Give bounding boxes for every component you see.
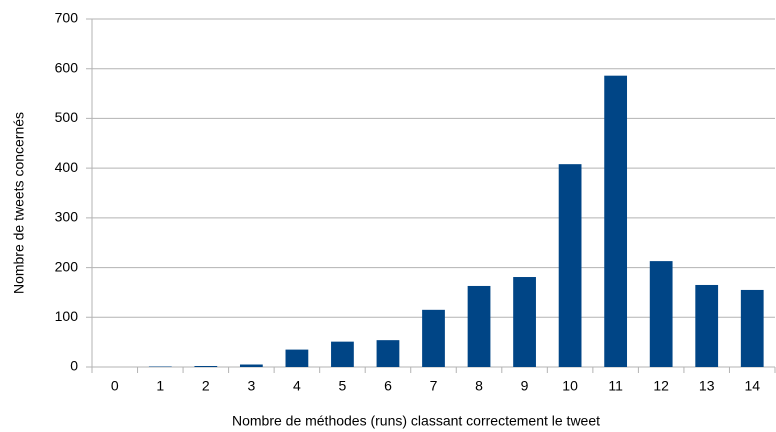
y-tick-label: 600 — [55, 59, 79, 75]
bar — [558, 164, 582, 367]
y-tick-label: 500 — [55, 109, 79, 125]
x-tick-label: 10 — [562, 378, 578, 394]
bar — [239, 364, 263, 367]
x-tick-label: 13 — [699, 378, 715, 394]
x-tick-label: 6 — [384, 378, 392, 394]
y-tick-label: 700 — [55, 10, 79, 26]
y-tick-label: 300 — [55, 209, 79, 225]
x-axis-title: Nombre de méthodes (runs) classant corre… — [232, 413, 600, 429]
y-tick-label: 200 — [55, 258, 79, 274]
bar — [331, 341, 354, 367]
bar — [604, 75, 628, 367]
bar — [422, 309, 445, 367]
bar — [376, 340, 400, 367]
bar — [285, 349, 309, 367]
x-tick-label: 5 — [339, 378, 347, 394]
bar — [194, 366, 218, 367]
y-tick-label: 400 — [55, 159, 79, 175]
bar — [649, 261, 673, 367]
x-tick-label: 11 — [608, 378, 623, 394]
y-tick-label: 100 — [55, 308, 79, 324]
x-tick-label: 4 — [293, 378, 301, 394]
bar — [513, 277, 536, 367]
x-tick-label: 2 — [202, 378, 210, 394]
x-tick-label: 3 — [247, 378, 255, 394]
bar — [695, 284, 719, 367]
x-tick-label: 12 — [653, 378, 669, 394]
y-tick-label: 0 — [70, 358, 78, 374]
bar — [740, 289, 764, 367]
x-tick-label: 8 — [475, 378, 483, 394]
bar — [467, 285, 491, 367]
x-tick-label: 7 — [430, 378, 438, 394]
x-tick-label: 9 — [521, 378, 529, 394]
y-axis-title: Nombre de tweets concernés — [11, 112, 27, 294]
x-tick-label: 0 — [111, 378, 119, 394]
x-tick-label: 1 — [156, 378, 164, 394]
x-tick-label: 14 — [744, 378, 760, 394]
